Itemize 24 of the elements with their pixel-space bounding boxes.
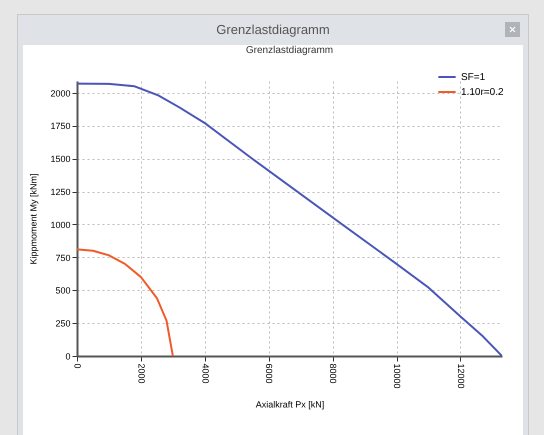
line-series	[77, 82, 502, 356]
x-axis-title: Axialkraft Px [kN]	[256, 400, 324, 410]
x-tick-label: 10000	[392, 364, 402, 389]
y-tick-label: 1500	[50, 154, 70, 164]
line-series	[77, 248, 174, 356]
y-tick-label: 750	[55, 252, 70, 263]
y-tick-label: 500	[55, 286, 70, 296]
legend-label: SF=1	[461, 72, 486, 83]
x-tick-label: 12000	[456, 364, 466, 389]
y-tick-label: 1000	[50, 220, 70, 230]
y-tick-label: 2000	[50, 88, 70, 98]
x-tick-label: 2000	[136, 364, 146, 384]
x-tick-label: 6000	[264, 364, 274, 384]
chart-title: Grenzlastdiagramm	[215, 21, 331, 39]
legend-label: 1.10r=0.2	[461, 87, 504, 98]
y-tick-label: 250	[55, 318, 70, 329]
x-tick-label: 4000	[200, 364, 210, 384]
chart-subtitle: Grenzlastdiagramm	[246, 45, 334, 56]
x-tick-label: 0	[72, 364, 82, 369]
y-tick-label: 1750	[50, 121, 70, 132]
y-tick-label: 1250	[50, 187, 70, 198]
y-axis-title: Kippmoment My [kNm]	[28, 173, 38, 265]
y-tick-label: 0	[65, 352, 70, 362]
x-tick-label: 8000	[328, 364, 338, 384]
